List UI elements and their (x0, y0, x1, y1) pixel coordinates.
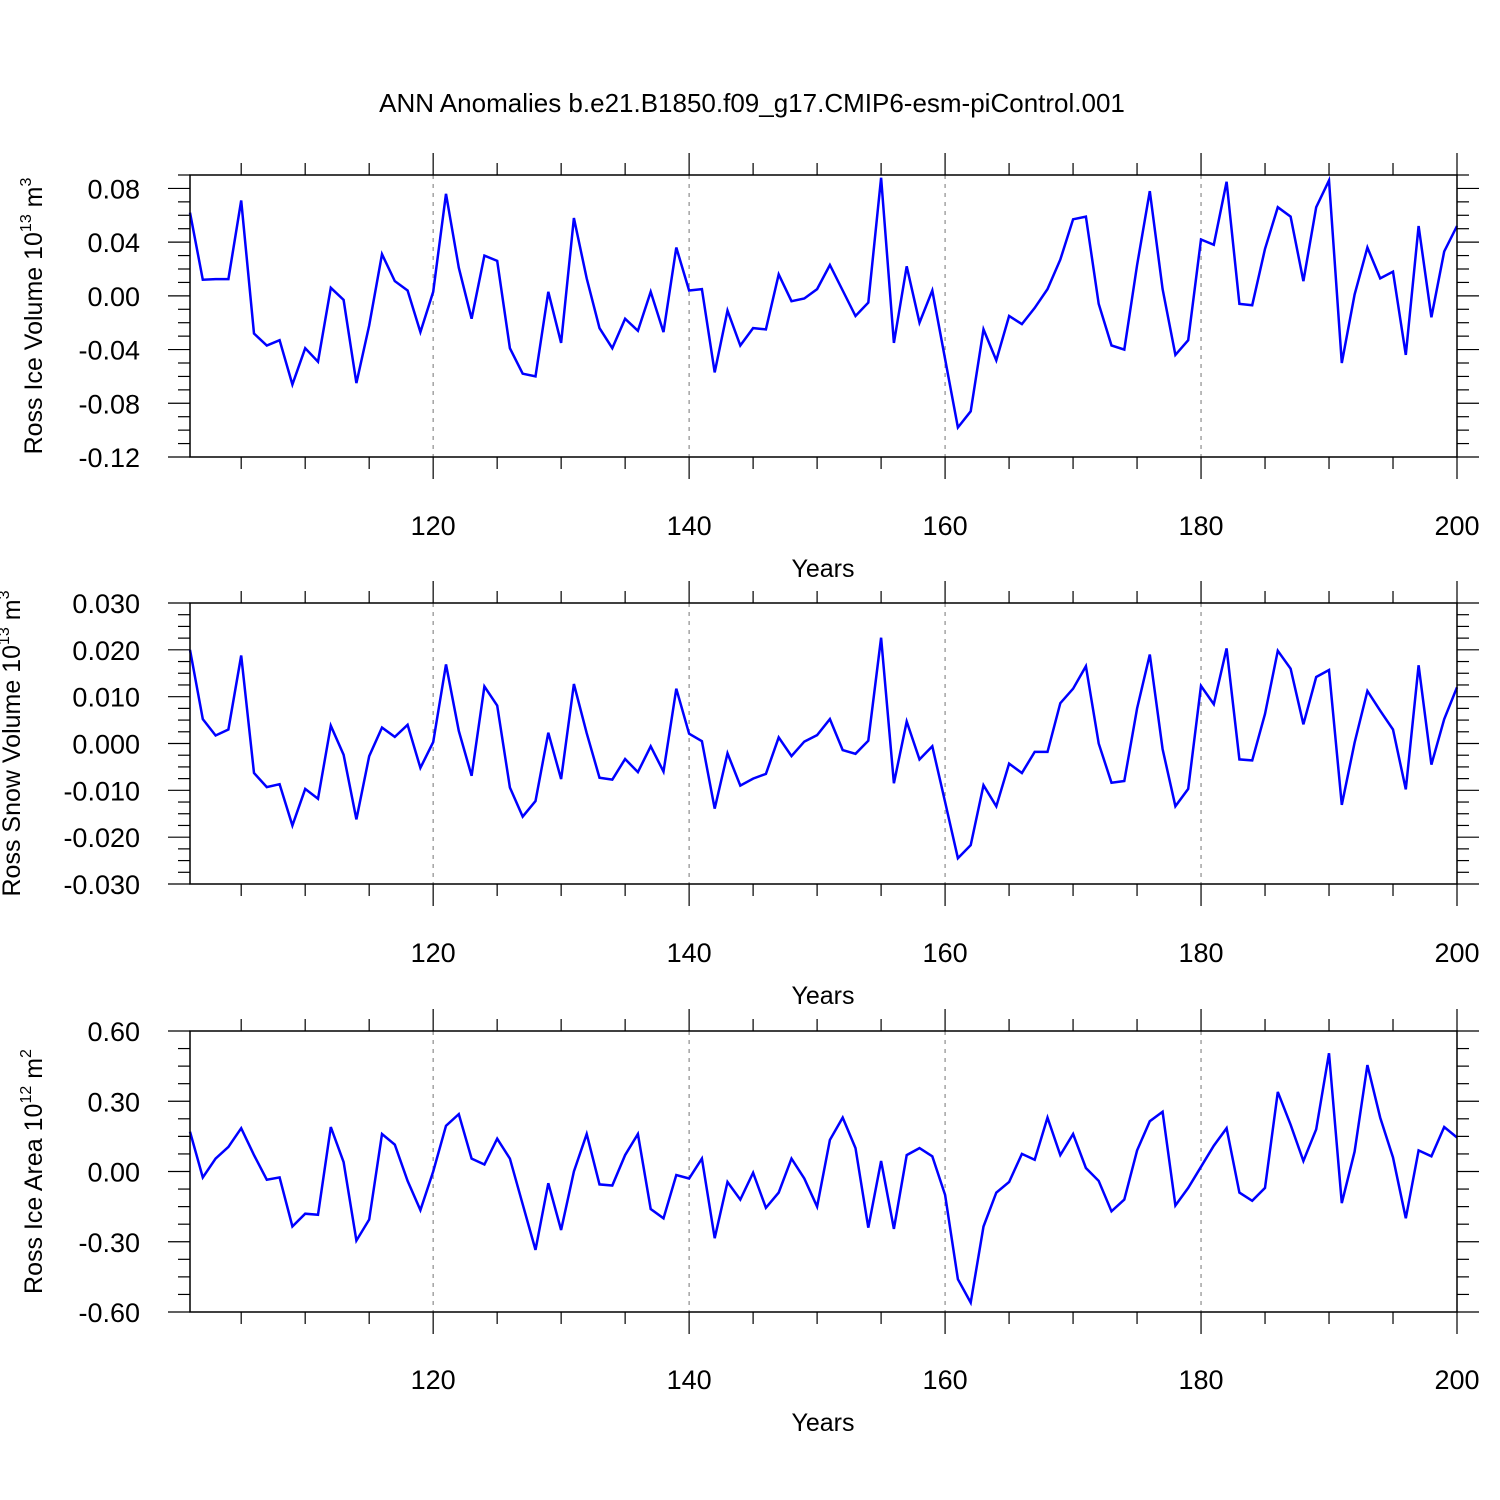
y-tick-label: -0.020 (63, 823, 140, 853)
y-tick-label: 0.030 (72, 589, 140, 619)
y-tick-label: 0.020 (72, 636, 140, 666)
y-tick-label: 0.00 (87, 282, 140, 312)
y-axis-label-exponent: 13 (18, 214, 35, 232)
y-axis-label: Ross Ice Volume 1013 m3 (18, 177, 48, 454)
y-tick-label: 0.08 (87, 174, 140, 204)
y-axis-label-exponent: 3 (0, 590, 13, 599)
x-tick-label: 180 (1179, 511, 1224, 541)
y-tick-label: -0.030 (63, 870, 140, 900)
series-line (188, 1052, 1458, 1307)
x-tick-label: 140 (667, 1365, 712, 1395)
panel-3: 0.60 0.30 0.00 -0.30 -0.60 120 140 160 180 200 Yea… (18, 1009, 1480, 1437)
x-tick-label: 160 (923, 938, 968, 968)
x-tick-label: 160 (923, 1365, 968, 1395)
y-tick-label: -0.30 (78, 1228, 140, 1258)
y-axis-label-text: Ross Snow Volume 10 (0, 645, 26, 897)
y-axis-label-text: Ross Ice Area 10 (20, 1104, 48, 1294)
series-line (188, 637, 1459, 861)
x-tick-label: 140 (667, 511, 712, 541)
x-tick-label: 160 (923, 511, 968, 541)
y-tick-label: -0.12 (78, 443, 140, 473)
x-axis-label: Years (791, 1409, 854, 1437)
y-axis-label-exponent: 12 (18, 1086, 35, 1104)
series-line (188, 175, 1459, 431)
y-tick-label: 0.000 (72, 730, 140, 760)
y-axis-label-text: Ross Ice Volume 10 (20, 232, 48, 454)
x-axis-label: Years (791, 982, 854, 1010)
x-tick-label: 200 (1434, 938, 1479, 968)
y-axis-label-exponent: 13 (0, 627, 13, 645)
y-axis-label-text: m (20, 1058, 48, 1086)
figure-title: ANN Anomalies b.e21.B1850.f09_g17.CMIP6-… (379, 88, 1125, 118)
y-axis-label: Ross Ice Area 1012 m2 (18, 1049, 48, 1294)
panel-2: 0.030 0.020 0.010 0.000 -0.010 -0.020 -0.030 12… (0, 581, 1480, 1010)
y-tick-label: -0.08 (78, 389, 140, 419)
x-tick-label: 120 (411, 511, 456, 541)
y-tick-label: -0.04 (78, 336, 140, 366)
y-axis-label-exponent: 2 (18, 1049, 35, 1058)
y-tick-label: 0.04 (87, 228, 140, 258)
x-axis-label: Years (791, 555, 854, 583)
y-tick-label: 0.00 (87, 1158, 140, 1188)
panel-1: 0.08 0.04 0.00 -0.04 -0.08 -0.12 120 140 160 180 2… (18, 153, 1480, 583)
y-tick-label: 0.60 (87, 1017, 140, 1047)
x-tick-label: 200 (1434, 511, 1479, 541)
x-tick-label: 180 (1179, 938, 1224, 968)
y-tick-label: 0.010 (72, 683, 140, 713)
y-tick-label: -0.010 (63, 776, 140, 806)
y-axis-label-text: m (0, 599, 26, 627)
plot-frame (189, 1030, 1458, 1313)
y-axis-label: Ross Snow Volume 1013 m3 (0, 590, 26, 896)
x-tick-label: 200 (1434, 1365, 1479, 1395)
y-tick-label: -0.60 (78, 1298, 140, 1328)
x-tick-label: 180 (1179, 1365, 1224, 1395)
y-axis-label-text: m (20, 186, 48, 214)
x-tick-label: 140 (667, 938, 712, 968)
x-tick-label: 120 (411, 1365, 456, 1395)
y-tick-label: 0.30 (87, 1087, 140, 1117)
x-tick-label: 120 (411, 938, 456, 968)
y-axis-label-exponent: 3 (18, 177, 35, 186)
plot-frame (189, 174, 1458, 458)
plot-frame (189, 602, 1458, 885)
